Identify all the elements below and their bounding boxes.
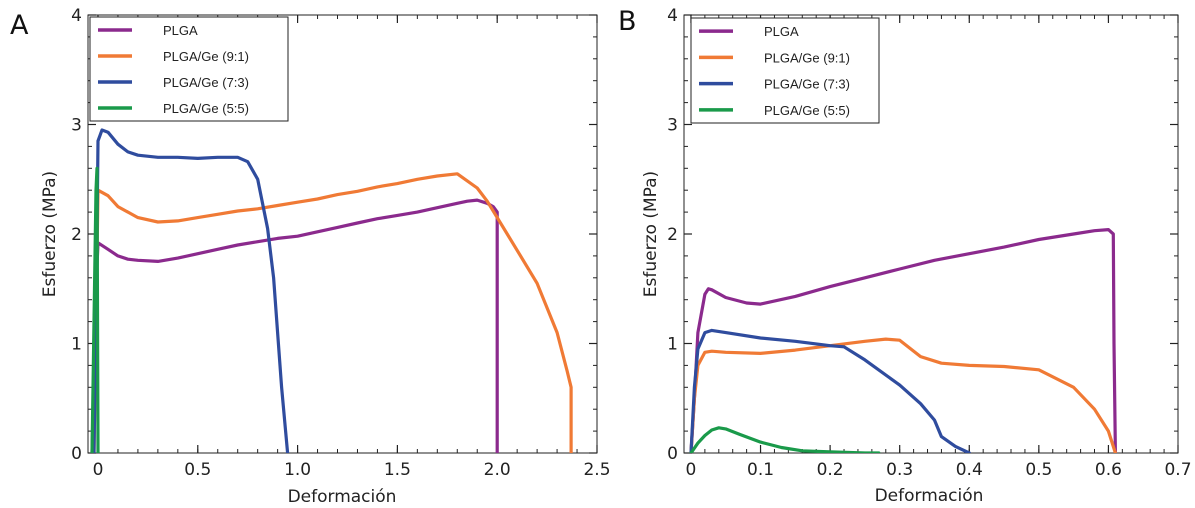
y-axis-title-a: Esfuerzo (MPa) [40, 171, 60, 297]
x-tick-label-b: 0.5 [1025, 460, 1052, 480]
x-tick-label-b: 0.3 [886, 460, 913, 480]
series-group-a [90, 128, 573, 453]
series-line-b-1 [689, 337, 1117, 453]
series-line-a-2 [92, 128, 290, 453]
series-line-a-1 [92, 172, 573, 453]
x-tick-label-b: 0.6 [1095, 460, 1122, 480]
legend-a: PLGA PLGA/Ge (9:1) PLGA/Ge (7:3) PLGA/Ge (5… [89, 16, 289, 122]
legend-box-b [690, 17, 880, 124]
y-tick-label-b: 3 [667, 116, 678, 136]
x-tick-label-a: 2.5 [583, 460, 610, 480]
x-tick-label-b: 0 [686, 460, 697, 480]
x-tick-label-a: 1.0 [284, 460, 311, 480]
y-axis-title-b: Esfuerzo (MPa) [641, 171, 661, 297]
series-group-b [689, 228, 1117, 453]
legend-label-b-2: PLGA/Ge (7:3) [764, 77, 850, 92]
y-tick-label-a: 2 [71, 225, 82, 245]
panel-label-a: A [10, 10, 29, 41]
series-line-b-2 [689, 328, 971, 453]
legend-label-a-2: PLGA/Ge (7:3) [163, 75, 249, 90]
series-line-a-0 [90, 198, 499, 453]
y-tick-label-a: 4 [71, 6, 82, 26]
series-line-b-3 [689, 426, 881, 453]
legend-label-b-1: PLGA/Ge (9:1) [764, 50, 850, 65]
y-tick-label-a: 3 [71, 116, 82, 136]
y-tick-label-b: 4 [667, 6, 678, 26]
legend-b: PLGA PLGA/Ge (9:1) PLGA/Ge (7:3) PLGA/Ge (5… [690, 17, 880, 124]
legend-box-a [89, 16, 289, 122]
panel-b: B 0 0.1 0.2 0.3 0.4 0.5 0.6 0.7 0 1 2 3 4 PLGA PLGA/G… [618, 6, 1192, 506]
panel-a: A 0 0.5 1.0 1.5 2.0 2.5 0 1 2 3 4 PLGA PLGA/Ge (9:1… [10, 6, 611, 507]
x-tick-label-a: 0 [93, 460, 104, 480]
y-tick-label-a: 0 [71, 444, 82, 464]
panel-label-b: B [618, 6, 637, 37]
x-tick-label-b: 0.1 [747, 460, 774, 480]
x-axis-title-b: Deformación [875, 486, 984, 506]
x-tick-label-a: 2.0 [484, 460, 511, 480]
x-tick-label-b: 0.4 [956, 460, 983, 480]
x-tick-label-a: 1.5 [384, 460, 411, 480]
legend-label-b-0: PLGA [764, 24, 799, 39]
y-tick-label-a: 1 [71, 335, 82, 355]
legend-label-a-3: PLGA/Ge (5:5) [163, 101, 249, 116]
series-line-a-3 [90, 166, 100, 453]
series-line-b-0 [689, 228, 1117, 453]
legend-label-a-1: PLGA/Ge (9:1) [163, 49, 249, 64]
legend-label-b-3: PLGA/Ge (5:5) [764, 103, 850, 118]
x-tick-label-b: 0.2 [817, 460, 844, 480]
x-axis-title-a: Deformación [288, 487, 397, 507]
y-tick-label-b: 1 [667, 335, 678, 355]
legend-label-a-0: PLGA [163, 23, 198, 38]
x-tick-label-a: 0.5 [184, 460, 211, 480]
y-tick-label-b: 0 [667, 444, 678, 464]
y-tick-label-b: 2 [667, 225, 678, 245]
x-tick-label-b: 0.7 [1164, 460, 1191, 480]
